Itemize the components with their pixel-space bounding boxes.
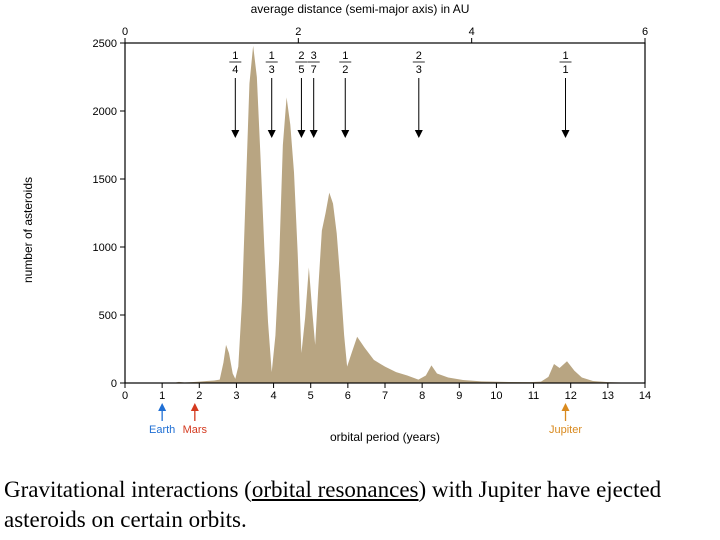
x-bottom-tick-label: 0 (122, 390, 128, 402)
x-bottom-tick-label: 4 (271, 390, 277, 402)
x-top-tick-label: 0 (122, 26, 128, 38)
y-tick-label: 1500 (93, 174, 117, 186)
x-top-tick-label: 2 (295, 26, 301, 38)
y-tick-label: 500 (99, 310, 117, 322)
resonance-numer: 2 (416, 50, 422, 62)
resonance-denom: 4 (232, 64, 238, 76)
caption-text: Gravitational interactions (orbital reso… (4, 475, 716, 535)
resonance-denom: 1 (562, 64, 568, 76)
x-bottom-tick-label: 11 (528, 390, 539, 402)
chart-svg: 0500100015002000250001234567891011121314… (55, 8, 655, 458)
top-axis-label: average distance (semi-major axis) in AU (251, 2, 470, 16)
resonance-numer: 1 (342, 50, 348, 62)
histogram-area (125, 46, 645, 383)
x-bottom-tick-label: 13 (602, 390, 614, 402)
resonance-denom: 3 (269, 64, 275, 76)
resonance-arrow-head (415, 130, 423, 138)
x-bottom-tick-label: 6 (345, 390, 351, 402)
y-tick-label: 0 (111, 378, 117, 390)
resonance-numer: 1 (232, 50, 238, 62)
resonance-arrow-head (341, 130, 349, 138)
x-bottom-tick-label: 1 (159, 390, 165, 402)
planet-arrow-head (191, 403, 199, 411)
caption-underlined: orbital resonances (252, 477, 419, 502)
x-top-tick-label: 6 (642, 26, 648, 38)
resonance-denom: 2 (342, 64, 348, 76)
x-bottom-axis-label: orbital period (years) (330, 430, 440, 444)
caption-pre: Gravitational interactions ( (4, 477, 252, 502)
y-tick-label: 1000 (93, 242, 117, 254)
plot-border (125, 43, 645, 383)
resonance-numer: 1 (269, 50, 275, 62)
resonance-numer: 2 (298, 50, 304, 62)
resonance-arrow-head (268, 130, 276, 138)
resonance-numer: 1 (562, 50, 568, 62)
x-top-tick-label: 4 (469, 26, 475, 38)
resonance-denom: 3 (416, 64, 422, 76)
planet-label: Earth (149, 424, 175, 436)
resonance-numer: 3 (311, 50, 317, 62)
x-bottom-tick-label: 8 (419, 390, 425, 402)
kirkwood-gaps-chart: 0500100015002000250001234567891011121314… (55, 8, 655, 458)
x-bottom-tick-label: 5 (308, 390, 314, 402)
resonance-arrow-head (231, 130, 239, 138)
x-bottom-tick-label: 14 (639, 390, 651, 402)
resonance-denom: 7 (311, 64, 317, 76)
x-bottom-tick-label: 10 (490, 390, 502, 402)
resonance-arrow-head (310, 130, 318, 138)
x-bottom-tick-label: 3 (233, 390, 239, 402)
y-tick-label: 2000 (93, 106, 117, 118)
y-tick-label: 2500 (93, 38, 117, 50)
resonance-arrow-head (562, 130, 570, 138)
resonance-denom: 5 (298, 64, 304, 76)
x-bottom-tick-label: 2 (196, 390, 202, 402)
planet-label: Mars (183, 424, 208, 436)
x-bottom-tick-label: 9 (456, 390, 462, 402)
resonance-arrow-head (297, 130, 305, 138)
planet-arrow-head (158, 403, 166, 411)
planet-label: Jupiter (549, 424, 582, 436)
planet-arrow-head (562, 403, 570, 411)
x-bottom-tick-label: 7 (382, 390, 388, 402)
y-axis-label: number of asteroids (21, 177, 35, 283)
x-bottom-tick-label: 12 (565, 390, 577, 402)
